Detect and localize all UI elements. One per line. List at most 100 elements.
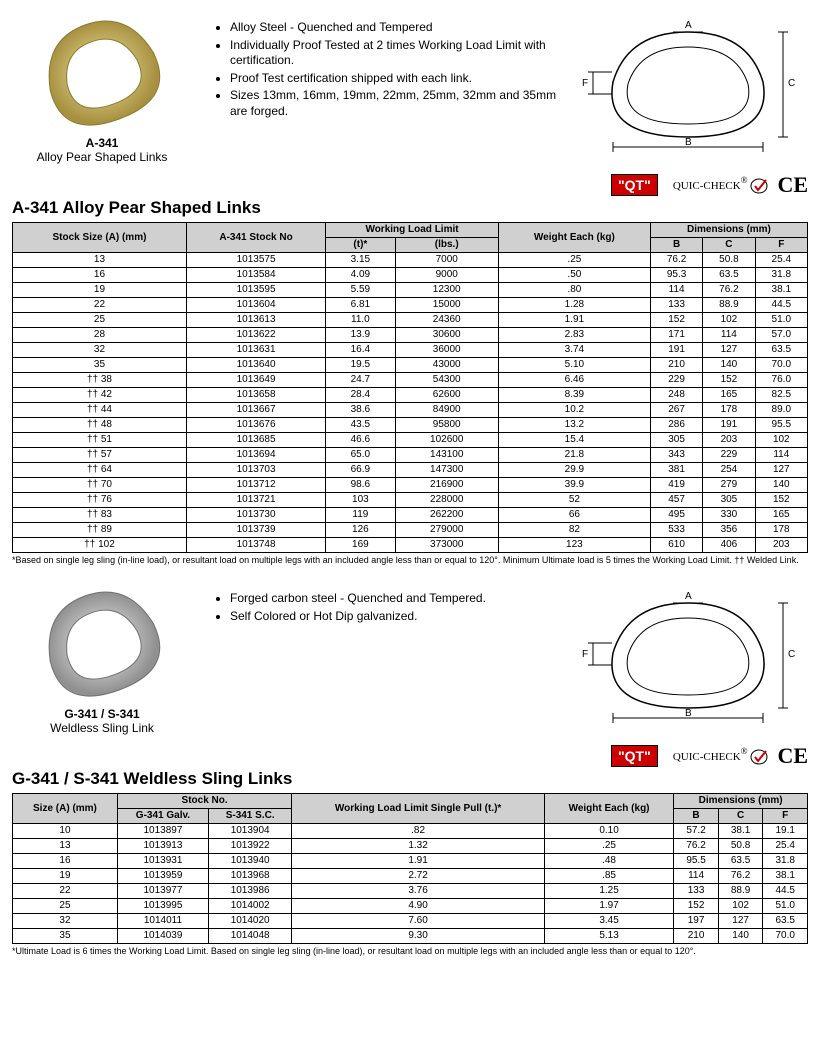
table-cell: 22 [13, 884, 118, 899]
table-cell: 191 [703, 418, 755, 433]
table-cell: 6.46 [498, 373, 650, 388]
product-name-a341: Alloy Pear Shaped Links [12, 150, 192, 164]
table-cell: 1013631 [186, 343, 325, 358]
table-cell: 43.5 [326, 418, 395, 433]
product-image-g341: G-341 / S-341 Weldless Sling Link [12, 583, 192, 735]
table-cell: 1013748 [186, 538, 325, 553]
table-cell: 62600 [395, 388, 498, 403]
table-cell: 1013712 [186, 478, 325, 493]
table-row: 1910135955.5912300.8011476.238.1 [13, 283, 808, 298]
th-size: Size (A) (mm) [13, 794, 118, 824]
table-cell: †† 48 [13, 418, 187, 433]
table-a341: Stock Size (A) (mm) A-341 Stock No Worki… [12, 222, 808, 553]
table-cell: .85 [544, 869, 673, 884]
table-cell: 1013595 [186, 283, 325, 298]
svg-text:B: B [685, 708, 692, 719]
bullets-g341: Forged carbon steel - Quenched and Tempe… [212, 583, 558, 735]
table-cell: 197 [674, 914, 719, 929]
table-cell: 44.5 [763, 884, 808, 899]
table-cell: 1.91 [498, 313, 650, 328]
table-cell: 70.0 [755, 358, 807, 373]
table-cell: 3.76 [292, 884, 545, 899]
bullets-a341: Alloy Steel - Quenched and TemperedIndiv… [212, 12, 558, 164]
table-row: 19101395910139682.72.8511476.238.1 [13, 869, 808, 884]
table-cell: 9.30 [292, 929, 545, 944]
table-cell: .82 [292, 824, 545, 839]
table-cell: 8.39 [498, 388, 650, 403]
section1-header-row: A-341 Alloy Pear Shaped Links Alloy Stee… [12, 12, 808, 164]
table-cell: 1013977 [117, 884, 208, 899]
table-cell: 28 [13, 328, 187, 343]
th-f: F [755, 238, 807, 253]
table-cell: 25.4 [763, 839, 808, 854]
quic-check-icon: QUIC-CHECK® [667, 175, 769, 194]
table-cell: 279000 [395, 523, 498, 538]
svg-text:F: F [582, 78, 588, 89]
section-g341: G-341 / S-341 Weldless Sling Link Forged… [12, 583, 808, 956]
table-cell: 25 [13, 313, 187, 328]
table-cell: 406 [703, 538, 755, 553]
table-cell: 19.5 [326, 358, 395, 373]
table-cell: 25.4 [755, 253, 807, 268]
table-cell: 13 [13, 253, 187, 268]
table-cell: 1013721 [186, 493, 325, 508]
table-cell: 119 [326, 508, 395, 523]
dimension-diagram-a341: A F C B [578, 12, 808, 164]
table-cell: 76.0 [755, 373, 807, 388]
table-cell: 1013913 [117, 839, 208, 854]
table-cell: †† 57 [13, 448, 187, 463]
table-row: †† 89101373912627900082533356178 [13, 523, 808, 538]
table-cell: 76.2 [718, 869, 763, 884]
table-cell: 76.2 [650, 253, 702, 268]
table-cell: 6.81 [326, 298, 395, 313]
table-cell: 12300 [395, 283, 498, 298]
table-cell: 35 [13, 929, 118, 944]
th-g: G-341 Galv. [117, 809, 208, 824]
table-cell: 95.5 [755, 418, 807, 433]
table-cell: 4.90 [292, 899, 545, 914]
table-cell: 610 [650, 538, 702, 553]
table-cell: 373000 [395, 538, 498, 553]
ce-icon: CE [777, 172, 808, 198]
table-cell: 143100 [395, 448, 498, 463]
table-cell: 95.3 [650, 268, 702, 283]
table-cell: 1013959 [117, 869, 208, 884]
table-title-g341: G-341 / S-341 Weldless Sling Links [12, 769, 808, 789]
table-cell: 169 [326, 538, 395, 553]
table-cell: 54300 [395, 373, 498, 388]
pear-link-icon [27, 12, 177, 132]
table-cell: 140 [718, 929, 763, 944]
table-cell: 228000 [395, 493, 498, 508]
product-name-g341: Weldless Sling Link [12, 721, 192, 735]
table-cell: 127 [755, 463, 807, 478]
bullet-item: Forged carbon steel - Quenched and Tempe… [230, 591, 558, 607]
table-cell: 32 [13, 914, 118, 929]
table-cell: 356 [703, 523, 755, 538]
table-cell: †† 64 [13, 463, 187, 478]
table-cell: 533 [650, 523, 702, 538]
th-dim: Dimensions (mm) [674, 794, 808, 809]
svg-text:A: A [685, 20, 692, 31]
badges-row-1: "QT" QUIC-CHECK® CE [12, 172, 808, 198]
table-cell: 152 [755, 493, 807, 508]
table-cell: 15.4 [498, 433, 650, 448]
svg-text:C: C [788, 78, 795, 89]
table-cell: 165 [755, 508, 807, 523]
footnote-g341: *Ultimate Load is 6 times the Working Lo… [12, 946, 808, 956]
table-cell: 305 [703, 493, 755, 508]
table-cell: 1.32 [292, 839, 545, 854]
table-cell: 38.1 [763, 869, 808, 884]
table-cell: 330 [703, 508, 755, 523]
table-row: 16101393110139401.91.4895.563.531.8 [13, 854, 808, 869]
table-cell: 305 [650, 433, 702, 448]
table-cell: 267 [650, 403, 702, 418]
table-cell: 16.4 [326, 343, 395, 358]
th-weight: Weight Each (kg) [544, 794, 673, 824]
table-row: 32101363116.4360003.7419112763.5 [13, 343, 808, 358]
table-cell: †† 44 [13, 403, 187, 418]
table-cell: 38.1 [755, 283, 807, 298]
table-row: 1610135844.099000.5095.363.531.8 [13, 268, 808, 283]
table-cell: 21.8 [498, 448, 650, 463]
table-cell: 127 [703, 343, 755, 358]
table-cell: 1013968 [208, 869, 291, 884]
